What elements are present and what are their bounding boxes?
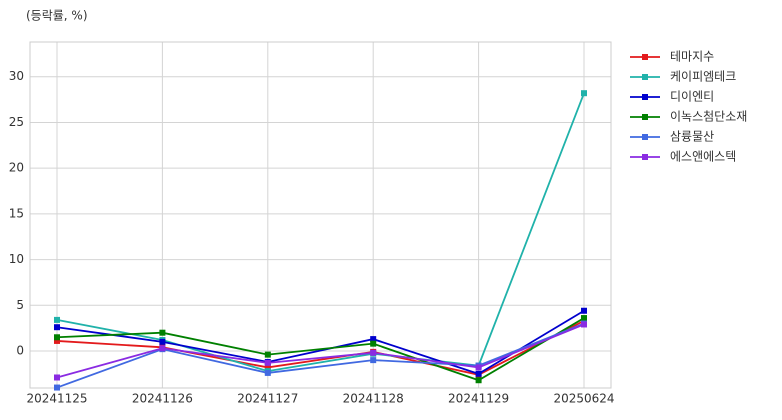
marker <box>54 324 60 331</box>
y-tick-label: 10 <box>9 252 24 266</box>
marker <box>475 364 482 371</box>
legend-marker <box>642 54 648 60</box>
marker <box>370 349 377 356</box>
y-tick-label: 5 <box>16 298 24 312</box>
marker <box>54 316 60 323</box>
y-tick-label: 15 <box>9 206 24 220</box>
legend-label: 에스앤에스텍 <box>670 150 736 164</box>
marker <box>581 315 587 322</box>
marker <box>264 369 271 376</box>
legend-label: 삼륭물산 <box>670 130 714 144</box>
marker <box>264 359 271 366</box>
legend-label: 디이엔티 <box>670 90 714 104</box>
marker <box>581 90 587 97</box>
marker <box>264 364 271 371</box>
marker <box>159 345 166 352</box>
x-tick-label: 20241128 <box>343 392 404 406</box>
y-tick-label: 30 <box>9 69 24 83</box>
marker <box>54 337 60 344</box>
legend-marker <box>642 154 648 160</box>
legend-marker <box>642 74 648 80</box>
series-line <box>56 323 585 379</box>
series-line <box>56 92 585 373</box>
x-tick-label: 20241125 <box>26 392 87 406</box>
marker <box>54 334 60 341</box>
series-line <box>56 322 585 389</box>
legend-marker <box>642 114 648 120</box>
marker <box>54 384 60 391</box>
series-line <box>56 320 585 376</box>
legend-marker <box>642 94 648 100</box>
x-tick-label: 20250624 <box>553 392 614 406</box>
marker <box>475 370 482 377</box>
marker <box>264 351 271 358</box>
x-tick-label: 20241129 <box>448 392 509 406</box>
legend-label: 테마지수 <box>670 50 714 64</box>
y-tick-label: 25 <box>9 115 24 129</box>
y-tick-label: 0 <box>16 343 24 357</box>
marker <box>581 307 587 314</box>
marker <box>159 329 166 336</box>
marker <box>475 377 482 384</box>
series-line <box>56 309 585 375</box>
plot-frame <box>29 41 612 389</box>
y-axis-label: (등락률, %) <box>26 9 88 23</box>
legend-marker <box>642 134 648 140</box>
y-tick-label: 20 <box>9 161 24 175</box>
marker <box>159 338 166 345</box>
marker <box>581 321 587 328</box>
legend-label: 이녹스첨단소재 <box>670 110 747 124</box>
marker <box>370 357 377 364</box>
series-line <box>56 317 585 382</box>
x-tick-label: 20241127 <box>237 392 298 406</box>
marker <box>370 336 377 343</box>
marker <box>54 374 60 381</box>
legend-label: 케이피엠테크 <box>670 70 736 84</box>
x-tick-label: 20241126 <box>132 392 193 406</box>
marker <box>370 340 377 347</box>
